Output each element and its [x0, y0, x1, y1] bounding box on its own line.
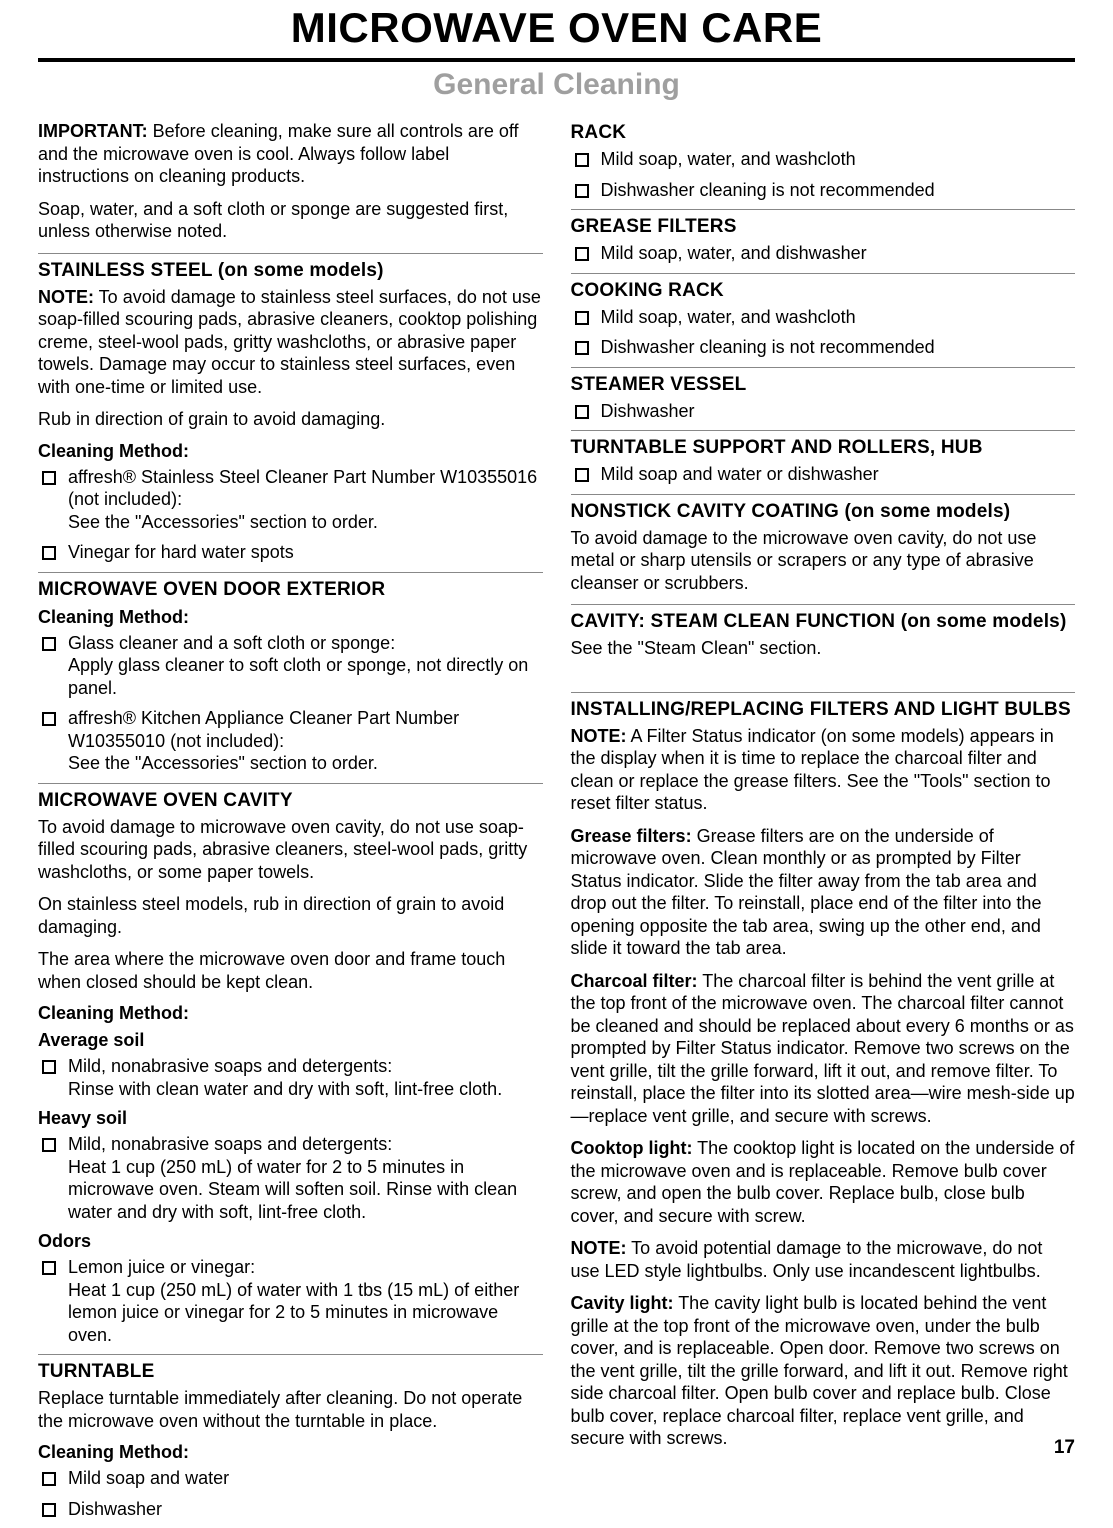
install-note2-text: To avoid potential damage to the microwa…: [571, 1238, 1043, 1281]
support-list: Mild soap and water or dishwasher: [571, 463, 1076, 486]
install-charcoal-lead: Charcoal filter:: [571, 971, 698, 991]
door-ext-method-label: Cleaning Method:: [38, 607, 543, 628]
steam-clean-p1: See the "Steam Clean" section.: [571, 637, 1076, 660]
install-cooktop-lead: Cooktop light:: [571, 1138, 693, 1158]
install-cavitylight-lead: Cavity light:: [571, 1293, 674, 1313]
content-columns: IMPORTANT: Before cleaning, make sure al…: [38, 116, 1075, 1528]
stainless-note-text: To avoid damage to stainless steel surfa…: [38, 287, 541, 397]
stainless-heading: STAINLESS STEEL (on some models): [38, 260, 543, 282]
list-item: Glass cleaner and a soft cloth or sponge…: [38, 632, 543, 700]
cook-rack-heading: COOKING RACK: [571, 280, 1076, 302]
install-grease: Grease filters: Grease filters are on th…: [571, 825, 1076, 960]
list-item: Mild soap and water or dishwasher: [571, 463, 1076, 486]
divider: [571, 273, 1076, 274]
list-item: Mild soap, water, and washcloth: [571, 148, 1076, 171]
divider: [571, 209, 1076, 210]
subtitle: General Cleaning: [38, 68, 1075, 102]
stainless-rub: Rub in direction of grain to avoid damag…: [38, 408, 543, 431]
divider: [38, 1354, 543, 1355]
divider: [38, 253, 543, 254]
stainless-note: NOTE: To avoid damage to stainless steel…: [38, 286, 543, 399]
install-note-lead: NOTE:: [571, 726, 627, 746]
install-cooktop: Cooktop light: The cooktop light is loca…: [571, 1137, 1076, 1227]
cavity-p2: On stainless steel models, rub in direct…: [38, 893, 543, 938]
install-cavitylight-text: The cavity light bulb is located behind …: [571, 1293, 1068, 1448]
cavity-method-label: Cleaning Method:: [38, 1003, 543, 1024]
divider: [38, 783, 543, 784]
cavity-p1: To avoid damage to microwave oven cavity…: [38, 816, 543, 884]
turntable-method-label: Cleaning Method:: [38, 1442, 543, 1463]
install-note2-lead: NOTE:: [571, 1238, 627, 1258]
cavity-avg-list: Mild, nonabrasive soaps and detergents:R…: [38, 1055, 543, 1100]
cavity-odors-label: Odors: [38, 1231, 543, 1252]
stainless-method-label: Cleaning Method:: [38, 441, 543, 462]
spacer: [571, 670, 1076, 688]
list-item: Mild, nonabrasive soaps and detergents:H…: [38, 1133, 543, 1223]
list-item: Mild soap, water, and dishwasher: [571, 242, 1076, 265]
stainless-note-lead: NOTE:: [38, 287, 94, 307]
list-item: affresh® Stainless Steel Cleaner Part Nu…: [38, 466, 543, 534]
cavity-odors-list: Lemon juice or vinegar:Heat 1 cup (250 m…: [38, 1256, 543, 1346]
turntable-heading: TURNTABLE: [38, 1361, 543, 1383]
list-item: Dishwasher: [571, 400, 1076, 423]
install-note: NOTE: A Filter Status indicator (on some…: [571, 725, 1076, 815]
steam-clean-heading: CAVITY: STEAM CLEAN FUNCTION (on some mo…: [571, 611, 1076, 633]
nonstick-heading: NONSTICK CAVITY COATING (on some models): [571, 501, 1076, 523]
rack-list: Mild soap, water, and washcloth Dishwash…: [571, 148, 1076, 201]
install-note-text: A Filter Status indicator (on some model…: [571, 726, 1054, 814]
title-rule: [38, 58, 1075, 62]
list-item: Mild soap and water: [38, 1467, 543, 1490]
list-item: affresh® Kitchen Appliance Cleaner Part …: [38, 707, 543, 775]
nonstick-p1: To avoid damage to the microwave oven ca…: [571, 527, 1076, 595]
cook-rack-list: Mild soap, water, and washcloth Dishwash…: [571, 306, 1076, 359]
cavity-avg-label: Average soil: [38, 1030, 543, 1051]
list-item: Mild soap, water, and washcloth: [571, 306, 1076, 329]
divider: [571, 494, 1076, 495]
cavity-heavy-list: Mild, nonabrasive soaps and detergents:H…: [38, 1133, 543, 1223]
important-lead: IMPORTANT:: [38, 121, 148, 141]
list-item: Dishwasher cleaning is not recommended: [571, 179, 1076, 202]
divider: [571, 692, 1076, 693]
install-charcoal-text: The charcoal filter is behind the vent g…: [571, 971, 1075, 1126]
turntable-list: Mild soap and water Dishwasher: [38, 1467, 543, 1520]
right-column: RACK Mild soap, water, and washcloth Dis…: [571, 116, 1076, 1528]
door-ext-heading: MICROWAVE OVEN DOOR EXTERIOR: [38, 579, 543, 601]
divider: [571, 430, 1076, 431]
page-number: 17: [1054, 1437, 1075, 1459]
stainless-list: affresh® Stainless Steel Cleaner Part Nu…: [38, 466, 543, 564]
steamer-list: Dishwasher: [571, 400, 1076, 423]
install-heading: INSTALLING/REPLACING FILTERS AND LIGHT B…: [571, 699, 1076, 721]
install-charcoal: Charcoal filter: The charcoal filter is …: [571, 970, 1076, 1128]
cavity-p3: The area where the microwave oven door a…: [38, 948, 543, 993]
divider: [38, 572, 543, 573]
cavity-heavy-label: Heavy soil: [38, 1108, 543, 1129]
important-note: IMPORTANT: Before cleaning, make sure al…: [38, 120, 543, 188]
install-cavitylight: Cavity light: The cavity light bulb is l…: [571, 1292, 1076, 1450]
cavity-heading: MICROWAVE OVEN CAVITY: [38, 790, 543, 812]
list-item: Vinegar for hard water spots: [38, 541, 543, 564]
steamer-heading: STEAMER VESSEL: [571, 374, 1076, 396]
install-note2: NOTE: To avoid potential damage to the m…: [571, 1237, 1076, 1282]
list-item: Dishwasher cleaning is not recommended: [571, 336, 1076, 359]
grease-heading: GREASE FILTERS: [571, 216, 1076, 238]
turntable-p1: Replace turntable immediately after clea…: [38, 1387, 543, 1432]
soap-note: Soap, water, and a soft cloth or sponge …: [38, 198, 543, 243]
rack-heading: RACK: [571, 122, 1076, 144]
page-title: MICROWAVE OVEN CARE: [38, 0, 1075, 58]
list-item: Lemon juice or vinegar:Heat 1 cup (250 m…: [38, 1256, 543, 1346]
left-column: IMPORTANT: Before cleaning, make sure al…: [38, 116, 543, 1528]
list-item: Mild, nonabrasive soaps and detergents:R…: [38, 1055, 543, 1100]
divider: [571, 604, 1076, 605]
divider: [571, 367, 1076, 368]
support-heading: TURNTABLE SUPPORT AND ROLLERS, HUB: [571, 437, 1076, 459]
door-ext-list: Glass cleaner and a soft cloth or sponge…: [38, 632, 543, 775]
grease-list: Mild soap, water, and dishwasher: [571, 242, 1076, 265]
install-grease-lead: Grease filters:: [571, 826, 692, 846]
list-item: Dishwasher: [38, 1498, 543, 1521]
